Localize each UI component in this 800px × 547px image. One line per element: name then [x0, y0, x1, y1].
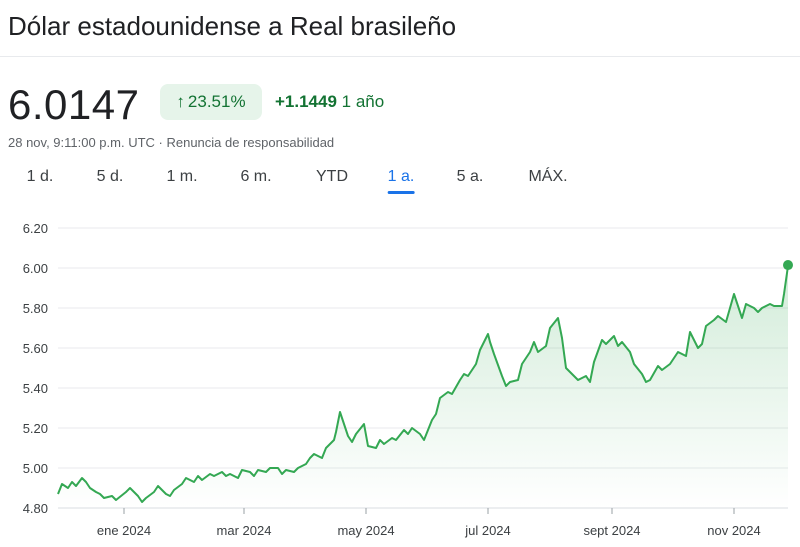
y-tick-label: 5.60 [23, 341, 48, 356]
y-tick-label: 5.80 [23, 301, 48, 316]
tab-ytd[interactable]: YTD [316, 168, 348, 185]
change-summary: +1.1449 1 año [275, 84, 384, 120]
y-tick-label: 6.00 [23, 261, 48, 276]
last-value-dot [783, 260, 793, 271]
tab-5-years[interactable]: 5 a. [456, 168, 484, 185]
header-divider [0, 56, 800, 57]
x-tick-label: nov 2024 [707, 523, 761, 538]
range-tabs: 1 d. 5 d. 1 m. 6 m. YTD 1 a. 5 a. MÁX. [0, 162, 800, 194]
tab-1-year[interactable]: 1 a. [387, 162, 414, 194]
current-price: 6.0147 [8, 81, 140, 128]
page-title: Dólar estadounidense a Real brasileño [8, 11, 457, 41]
change-absolute: +1.1449 [275, 92, 337, 111]
change-percent: 23.51% [187, 92, 246, 111]
y-tick-label: 4.80 [23, 501, 48, 516]
grid-layer [58, 227, 788, 509]
exchange-rate-chart[interactable]: 6.20 6.00 5.80 5.60 5.40 5.20 5.00 4.80 ene 202… [0, 210, 800, 547]
arrow-up-icon: ↑ [176, 92, 185, 111]
tab-max[interactable]: MÁX. [528, 168, 568, 185]
x-tick-label: sept 2024 [583, 523, 640, 538]
change-period: 1 año [341, 92, 385, 111]
series-line [57, 265, 789, 503]
x-tick-label: may 2024 [337, 523, 394, 538]
x-axis: ene 2024 mar 2024 may 2024 jul 2024 sept 202… [97, 508, 761, 538]
tab-1-day[interactable]: 1 d. [26, 168, 54, 185]
y-tick-label: 5.00 [23, 461, 48, 476]
x-tick-label: mar 2024 [217, 523, 272, 538]
tab-5-days[interactable]: 5 d. [96, 168, 124, 185]
x-tick-label: ene 2024 [97, 523, 151, 538]
change-percent-badge: ↑ 23.51% [160, 84, 262, 120]
x-tick-label: jul 2024 [464, 523, 511, 538]
area-fill [58, 266, 788, 508]
tab-6-months[interactable]: 6 m. [240, 168, 272, 185]
y-tick-label: 5.40 [23, 381, 48, 396]
y-tick-label: 6.20 [23, 221, 48, 236]
y-axis: 6.20 6.00 5.80 5.60 5.40 5.20 5.00 4.80 [23, 221, 48, 516]
y-tick-label: 5.20 [23, 421, 48, 436]
tab-1-month[interactable]: 1 m. [166, 168, 198, 185]
quote-timestamp-disclaimer: 28 nov, 9:11:00 p.m. UTC · Renuncia de r… [8, 135, 335, 150]
